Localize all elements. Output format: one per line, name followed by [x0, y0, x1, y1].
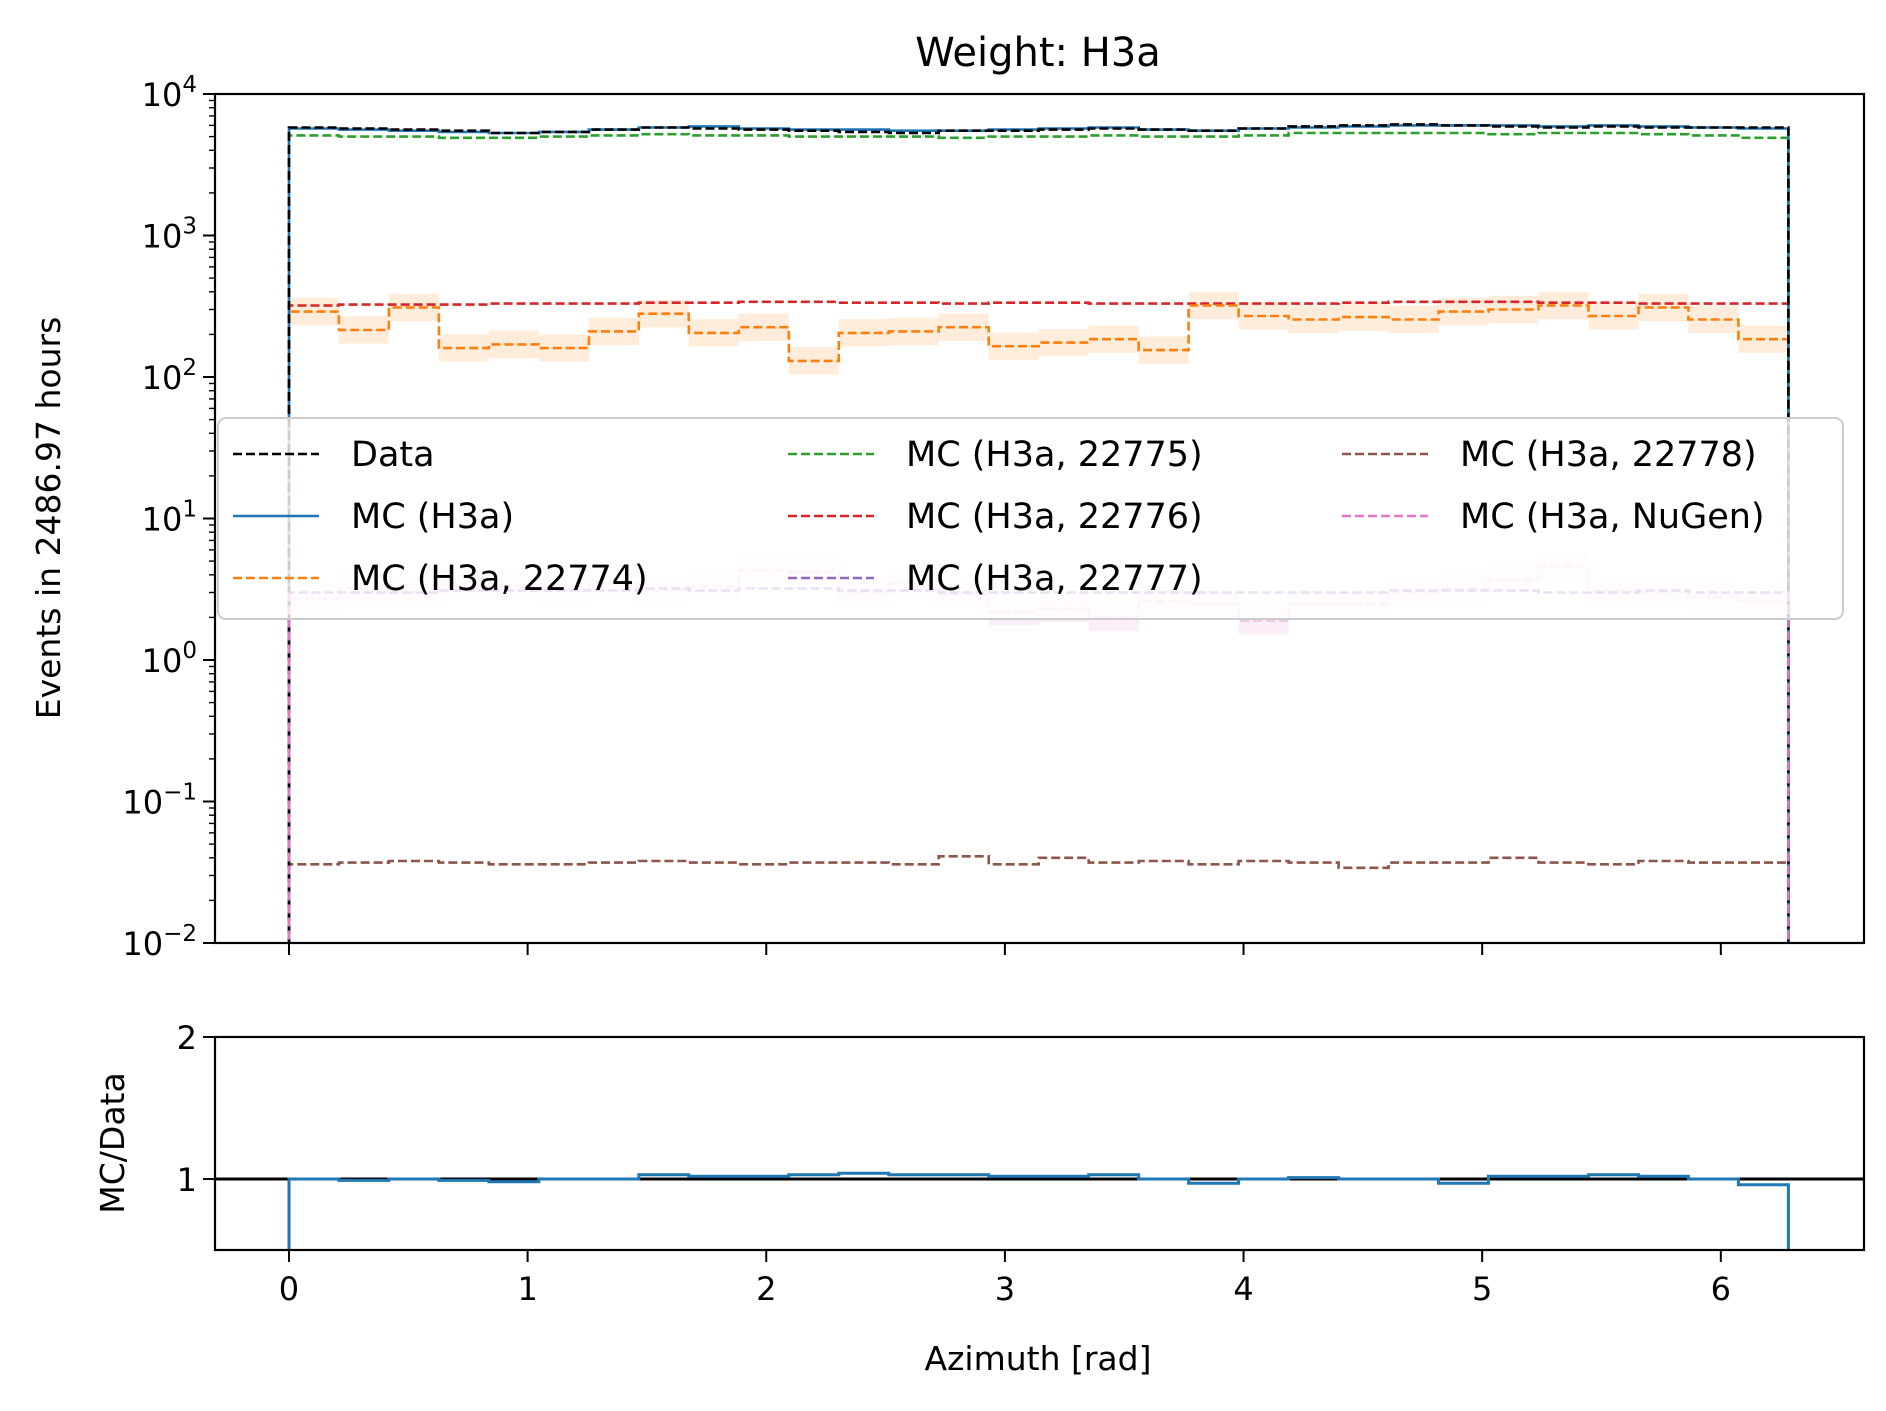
main-y-tick-label-2: 102 — [142, 355, 197, 397]
ratio-y-tick-label-1: 2 — [177, 1019, 197, 1057]
main-y-tick-label-1: 103 — [142, 214, 197, 256]
y-tick-exponent: −2 — [163, 921, 197, 947]
legend-label-0: Data — [351, 435, 435, 475]
ratio-y-tick-label-0: 1 — [177, 1161, 197, 1199]
y-tick-exponent: 2 — [182, 355, 197, 381]
x-tick-label-1: 1 — [517, 1270, 537, 1308]
main-y-tick-label-5: 10−1 — [122, 780, 197, 822]
x-tick-label-5: 5 — [1472, 1270, 1492, 1308]
ratio-x-ticks: 0 1 2 3 4 5 6 — [279, 1250, 1731, 1308]
y-tick-base: 10 — [142, 501, 183, 539]
legend-label-4: MC (H3a, 22776) — [906, 497, 1203, 537]
legend-label-1: MC (H3a) — [351, 497, 514, 537]
main-y-tick-label-6: 10−2 — [122, 921, 197, 963]
x-axis-label: Azimuth [rad] — [925, 1339, 1152, 1378]
x-tick-label-6: 6 — [1711, 1270, 1731, 1308]
x-tick-label-0: 0 — [279, 1270, 299, 1308]
main-y-ticks — [203, 94, 215, 943]
y-tick-exponent: 4 — [182, 72, 197, 98]
legend-label-5: MC (H3a, 22777) — [906, 559, 1203, 599]
series-line-4 — [289, 302, 1788, 973]
series-line-6 — [289, 856, 1788, 973]
main-y-axis-label: Events in 2486.97 hours — [29, 317, 68, 720]
main-x-ticks — [289, 943, 1721, 955]
y-tick-exponent: 0 — [182, 638, 197, 664]
y-tick-base: 10 — [122, 925, 163, 963]
y-tick-exponent: 1 — [182, 497, 197, 523]
series-line-5 — [289, 589, 1788, 974]
ratio-plot-area — [215, 1173, 1864, 1270]
ratio-series-line — [289, 1173, 1788, 1270]
x-tick-label-4: 4 — [1233, 1270, 1253, 1308]
y-tick-base: 10 — [122, 784, 163, 822]
y-tick-base: 10 — [142, 76, 183, 114]
y-tick-exponent: −1 — [163, 780, 197, 806]
y-tick-base: 10 — [142, 218, 183, 256]
legend-label-3: MC (H3a, 22775) — [906, 435, 1203, 475]
legend-label-7: MC (H3a, NuGen) — [1460, 497, 1765, 537]
legend: Data MC (H3a) MC (H3a, 22774) MC (H3a, 2277… — [218, 418, 1843, 619]
series-line-2 — [289, 306, 1788, 974]
y-tick-exponent: 3 — [182, 214, 197, 240]
x-tick-label-2: 2 — [756, 1270, 776, 1308]
chart-title: Weight: H3a — [915, 30, 1161, 76]
legend-label-6: MC (H3a, 22778) — [1460, 435, 1757, 475]
ratio-y-ticks: 12 — [177, 1019, 215, 1199]
ratio-y-axis-label: MC/Data — [93, 1072, 132, 1213]
main-y-tick-label-4: 100 — [142, 638, 197, 680]
x-tick-label-3: 3 — [995, 1270, 1015, 1308]
main-y-tick-label-3: 101 — [142, 497, 197, 539]
y-tick-base: 10 — [142, 642, 183, 680]
main-y-tick-label-0: 104 — [142, 72, 197, 114]
y-tick-base: 10 — [142, 359, 183, 397]
ratio-axes-frame — [215, 1037, 1864, 1250]
series-line-7 — [289, 566, 1788, 973]
legend-label-2: MC (H3a, 22774) — [351, 559, 648, 599]
